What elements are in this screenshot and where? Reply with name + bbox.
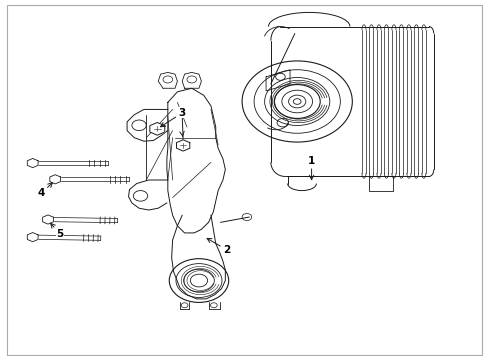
- Polygon shape: [27, 233, 38, 242]
- Text: 1: 1: [307, 156, 315, 180]
- Polygon shape: [176, 140, 189, 151]
- Text: 4: 4: [38, 183, 52, 198]
- Polygon shape: [27, 158, 38, 168]
- Text: 3: 3: [160, 108, 185, 127]
- Polygon shape: [42, 215, 53, 224]
- Polygon shape: [50, 175, 61, 184]
- Text: 5: 5: [51, 224, 63, 239]
- Polygon shape: [149, 122, 164, 135]
- Text: 2: 2: [207, 238, 230, 255]
